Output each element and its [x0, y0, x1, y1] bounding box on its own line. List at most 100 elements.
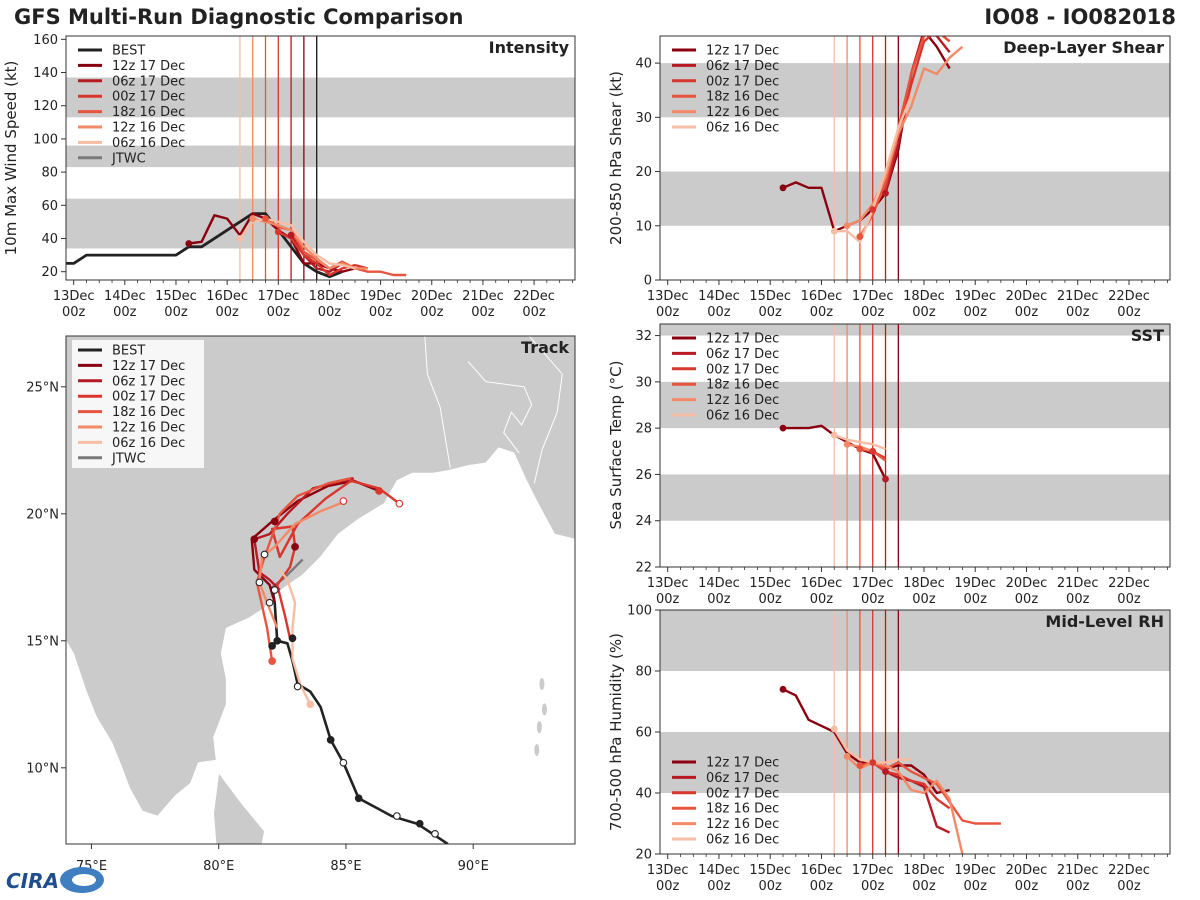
legend-label-12z-17-dec: 12z 17 Dec — [112, 359, 185, 374]
track-marker-12z-17-dec — [291, 542, 299, 551]
shear-ylabel: 200-850 hPa Shear (kt) — [607, 71, 625, 245]
intensity-xtick-day: 18Dec — [309, 289, 351, 304]
sst-xtick-hour: 00z — [964, 592, 988, 607]
shear-ytick-label: 30 — [635, 111, 652, 126]
track-marker-best — [393, 812, 401, 820]
legend-label-18z-16-dec: 18z 16 Dec — [706, 378, 779, 393]
sst-xtick-day: 13Dec — [647, 576, 689, 591]
shear-xtick-day: 22Dec — [1108, 289, 1150, 304]
track-marker-06z-16-dec — [306, 700, 315, 709]
legend-label-jtwc: JTWC — [111, 451, 146, 466]
sst-ytick-label: 26 — [635, 468, 652, 483]
shear-plot-area — [660, 36, 1170, 280]
track-marker-best — [431, 829, 439, 838]
track-marker-best — [265, 598, 274, 607]
intensity-point-06z-16-dec — [236, 235, 244, 242]
rh-point-12z-17-dec — [779, 685, 787, 693]
legend-label-12z-17-dec: 12z 17 Dec — [706, 332, 779, 347]
sst-ylabel: Sea Surface Temp (°C) — [607, 360, 625, 529]
shear-xtick-day: 21Dec — [1057, 289, 1099, 304]
intensity-point-06z-17-dec — [287, 231, 295, 239]
shear-xtick-day: 15Dec — [749, 289, 791, 304]
sst-point-06z-17-dec — [882, 475, 889, 483]
track-marker-best — [293, 682, 302, 691]
rh-xtick-hour: 00z — [707, 879, 731, 894]
shear-ytick-label: 20 — [635, 165, 652, 180]
intensity-xtick-hour: 00z — [420, 305, 444, 320]
shear-xtick-day: 16Dec — [801, 289, 843, 304]
shear-xtick-hour: 00z — [1066, 305, 1090, 320]
intensity-ytick-label: 80 — [41, 166, 58, 181]
rh-xtick-hour: 00z — [912, 879, 936, 894]
shear-xtick-hour: 00z — [810, 305, 834, 320]
sst-band-1 — [660, 381, 1170, 429]
rh-xtick-hour: 00z — [810, 879, 834, 894]
legend-label-12z-16-dec: 12z 16 Dec — [706, 105, 779, 120]
rh-xtick-hour: 00z — [1117, 879, 1141, 894]
figure-title: GFS Multi-Run Diagnostic Comparison — [14, 5, 463, 29]
legend-label-12z-17-dec: 12z 17 Dec — [706, 44, 779, 59]
sst-xtick-hour: 00z — [912, 592, 936, 607]
rh-xtick-day: 16Dec — [801, 863, 843, 878]
storm-id-title: IO08 - IO082018 — [984, 5, 1176, 29]
intensity-ytick-label: 100 — [33, 132, 58, 147]
intensity-point-12z-17-dec — [185, 240, 193, 247]
border-line-2 — [528, 336, 563, 484]
track-ytick-label: 25°N — [26, 380, 59, 395]
sst-xtick-day: 17Dec — [852, 576, 894, 591]
rh-xtick-day: 20Dec — [1006, 863, 1048, 878]
shear-xtick-day: 17Dec — [852, 289, 894, 304]
intensity-xtick-day: 15Dec — [155, 289, 197, 304]
legend-label-18z-16-dec: 18z 16 Dec — [112, 105, 185, 120]
shear-xtick-day: 19Dec — [954, 289, 996, 304]
track-marker-12z-17-dec — [250, 535, 259, 544]
sst-xtick-hour: 00z — [707, 592, 731, 607]
intensity-ytick-label: 40 — [41, 232, 58, 247]
legend-label-06z-17-dec: 06z 17 Dec — [112, 74, 185, 89]
track-18z-16-dec — [255, 477, 352, 662]
sst-point-06z-16-dec — [830, 431, 838, 439]
shear-xtick-hour: 00z — [759, 305, 783, 320]
intensity-series-06z-16-dec — [238, 217, 356, 270]
track-marker-12z-17-dec — [270, 517, 279, 526]
legend-label-06z-16-dec: 06z 16 Dec — [112, 136, 185, 151]
shear-point-06z-17-dec — [882, 189, 889, 197]
intensity-panel: Intensity2040608010012014016013Dec00z14D… — [2, 33, 576, 320]
intensity-xtick-day: 22Dec — [513, 289, 555, 304]
sst-xtick-hour: 00z — [1015, 592, 1039, 607]
intensity-series-best — [66, 212, 343, 279]
sst-xtick-hour: 00z — [861, 592, 885, 607]
legend-label-jtwc: JTWC — [111, 151, 146, 166]
intensity-xtick-day: 14Dec — [104, 289, 146, 304]
rh-xtick-day: 17Dec — [852, 863, 894, 878]
shear-point-00z-17-dec — [869, 206, 877, 213]
sst-ytick-label: 24 — [635, 514, 652, 529]
rh-xtick-day: 13Dec — [647, 863, 689, 878]
legend-label-12z-16-dec: 12z 16 Dec — [706, 393, 779, 408]
sst-series-06z-16-dec — [833, 433, 886, 451]
sri-lanka — [213, 771, 265, 844]
legend-label-12z-16-dec: 12z 16 Dec — [706, 817, 779, 832]
intensity-xtick-hour: 00z — [215, 305, 239, 320]
rh-ytick-label: 60 — [635, 726, 652, 741]
track-marker-00z-17-dec — [339, 497, 348, 505]
sst-xtick-hour: 00z — [810, 592, 834, 607]
shear-xtick-hour: 00z — [1117, 305, 1141, 320]
shear-xtick-hour: 00z — [861, 305, 885, 320]
sst-xtick-day: 15Dec — [749, 576, 791, 591]
legend-label-12z-17-dec: 12z 17 Dec — [112, 59, 185, 74]
legend-label-00z-17-dec: 00z 17 Dec — [706, 74, 779, 89]
andaman-island-0 — [539, 677, 545, 690]
sst-xtick-hour: 00z — [759, 592, 783, 607]
logo-eye-icon — [72, 874, 96, 886]
intensity-xtick-hour: 00z — [62, 305, 86, 320]
intensity-xtick-hour: 00z — [164, 305, 188, 320]
sst-ytick-label: 32 — [635, 329, 652, 344]
andaman-island-1 — [541, 703, 547, 716]
rh-point-06z-16-dec — [830, 725, 838, 733]
rh-xtick-day: 19Dec — [954, 863, 996, 878]
track-marker-best — [255, 578, 264, 587]
rh-xtick-hour: 00z — [759, 879, 783, 894]
sst-band-2 — [660, 324, 1170, 336]
